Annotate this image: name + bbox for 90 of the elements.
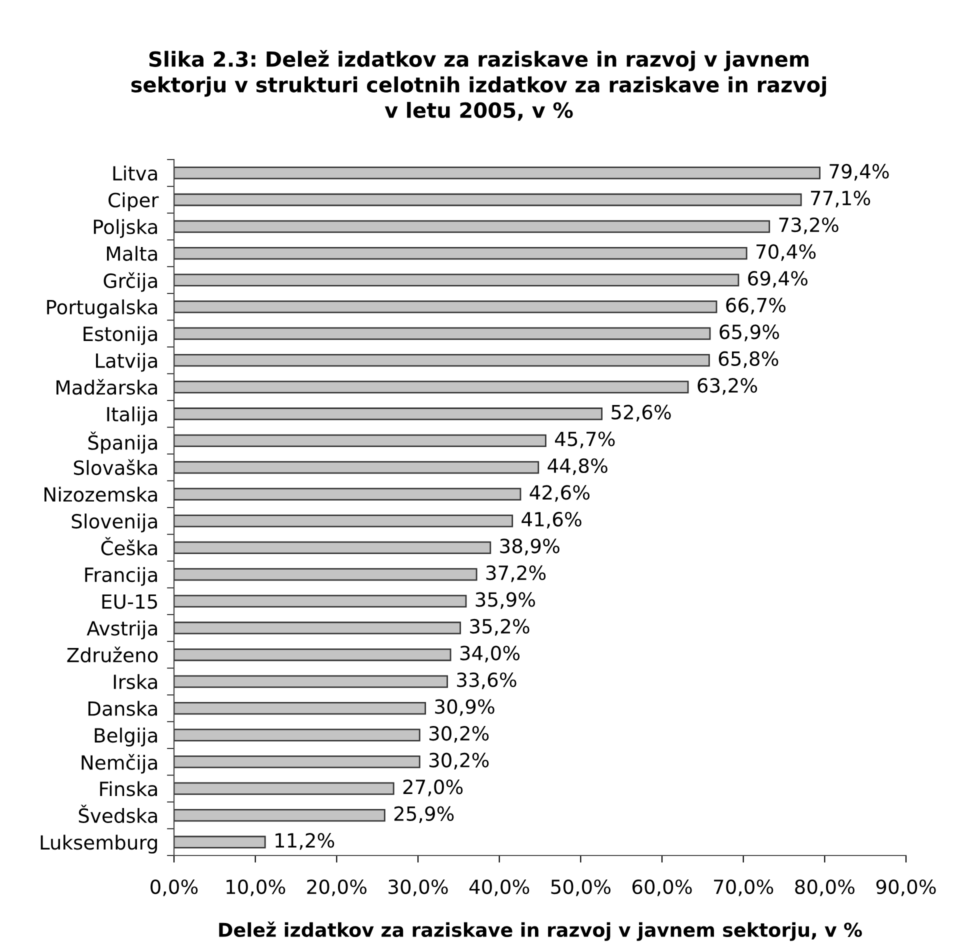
y-tick-label: Latvija xyxy=(96,352,157,372)
bar xyxy=(174,220,770,233)
y-tick-label: Nizozemska xyxy=(44,486,157,502)
data-label: 30,2% xyxy=(429,752,489,770)
bar xyxy=(174,514,514,528)
y-tick-label: Danska xyxy=(88,700,157,716)
data-label: 52,6% xyxy=(612,404,671,422)
bar xyxy=(174,728,420,742)
bar xyxy=(174,488,522,500)
y-tick-label: Francija xyxy=(85,567,157,586)
y-tick-label: Belgija xyxy=(94,728,157,746)
bar xyxy=(174,166,820,180)
y-tick-label: Ciper xyxy=(108,192,159,212)
data-label: 30,2% xyxy=(429,726,489,743)
data-label: 35,9% xyxy=(476,592,536,609)
y-tick-label: Finska xyxy=(100,781,157,796)
x-axis-title: Delež izdatkov za raziskave in razvoj v javnem sektorju, v % xyxy=(219,922,862,941)
data-label: 70,4% xyxy=(756,244,816,261)
bar xyxy=(174,702,426,715)
y-tick-label: Grčija xyxy=(104,272,157,292)
data-label: 37,2% xyxy=(486,565,546,582)
data-label: 35,2% xyxy=(470,618,530,636)
bar xyxy=(174,594,467,608)
data-label: 25,9% xyxy=(394,806,454,823)
bar xyxy=(174,408,603,420)
data-label: 33,6% xyxy=(457,672,516,690)
chart-title: Slika 2.3: Delež izdatkov za raziskave in razvoj v javnem sektorju v strukturi celotnih izdatkov za raziskave in razvoj v letu 2005, v % xyxy=(131,50,826,121)
bar xyxy=(174,193,802,206)
data-label: 11,2% xyxy=(276,833,334,850)
data-label: 34,0% xyxy=(460,646,520,662)
y-tick-label: Italija xyxy=(107,406,157,426)
y-tick-label: Španija xyxy=(88,432,157,454)
y-tick-label: Malta xyxy=(106,246,157,261)
y-tick-label: Litva xyxy=(113,166,157,181)
bar xyxy=(174,568,478,581)
data-label: 63,2% xyxy=(698,378,758,395)
x-tick-label: 30,0% xyxy=(388,879,448,896)
bar xyxy=(174,246,748,260)
data-label: 42,6% xyxy=(530,485,590,502)
bar xyxy=(174,434,546,447)
y-tick-label: Poljska xyxy=(94,219,157,238)
data-label: 41,6% xyxy=(522,512,582,529)
data-label: 66,7% xyxy=(726,298,786,314)
data-label: 27,0% xyxy=(403,780,463,796)
x-tick-label: 80,0% xyxy=(795,879,854,896)
x-tick-label: 60,0% xyxy=(632,879,692,896)
y-tick-label: Slovaška xyxy=(74,459,157,476)
y-tick-label: Avstrija xyxy=(86,620,157,640)
x-tick-label: 70,0% xyxy=(714,879,774,896)
y-tick-label: EU-15 xyxy=(102,594,158,609)
y-tick-label: Estonija xyxy=(84,326,157,346)
bar xyxy=(174,622,461,634)
bar xyxy=(174,836,266,848)
data-label: 44,8% xyxy=(548,458,608,476)
y-tick-label: Portugalska xyxy=(47,299,157,318)
bar xyxy=(174,300,718,314)
y-tick-label: Luksemburg xyxy=(40,834,157,854)
data-label: 77,1% xyxy=(811,190,870,208)
bar xyxy=(174,354,710,367)
data-label: 73,2% xyxy=(779,217,838,234)
bar xyxy=(174,648,452,662)
bar xyxy=(174,274,740,286)
y-tick-label: Madžarska xyxy=(56,378,157,395)
y-tick-label: Švedska xyxy=(78,804,157,824)
x-tick-label: 20,0% xyxy=(307,879,366,896)
bar xyxy=(174,675,448,688)
bar xyxy=(174,461,540,474)
bar xyxy=(174,809,386,822)
data-label: 30,9% xyxy=(435,699,494,716)
data-label: 79,4% xyxy=(830,164,889,181)
x-tick-label: 50,0% xyxy=(551,879,610,896)
y-tick-label: Nemčija xyxy=(82,754,157,774)
x-tick-label: 90,0% xyxy=(876,879,936,896)
y-tick-label: Združeno xyxy=(67,646,158,662)
data-label: 65,8% xyxy=(718,351,778,368)
data-label: 65,9% xyxy=(720,324,780,342)
bar xyxy=(174,380,689,394)
data-label: 38,9% xyxy=(500,538,560,556)
bar xyxy=(174,756,420,768)
y-tick-label: Češka xyxy=(101,537,157,556)
bar xyxy=(174,541,492,554)
bar xyxy=(174,327,711,340)
data-label: 45,7% xyxy=(554,432,615,448)
x-tick-label: 0,0% xyxy=(150,879,198,896)
x-tick-label: 40,0% xyxy=(469,879,530,896)
y-tick-label: Slovenija xyxy=(72,514,157,532)
x-tick-label: 10,0% xyxy=(226,879,286,896)
bar xyxy=(174,782,394,795)
y-tick-label: Irska xyxy=(114,674,157,690)
data-label: 69,4% xyxy=(748,270,808,288)
